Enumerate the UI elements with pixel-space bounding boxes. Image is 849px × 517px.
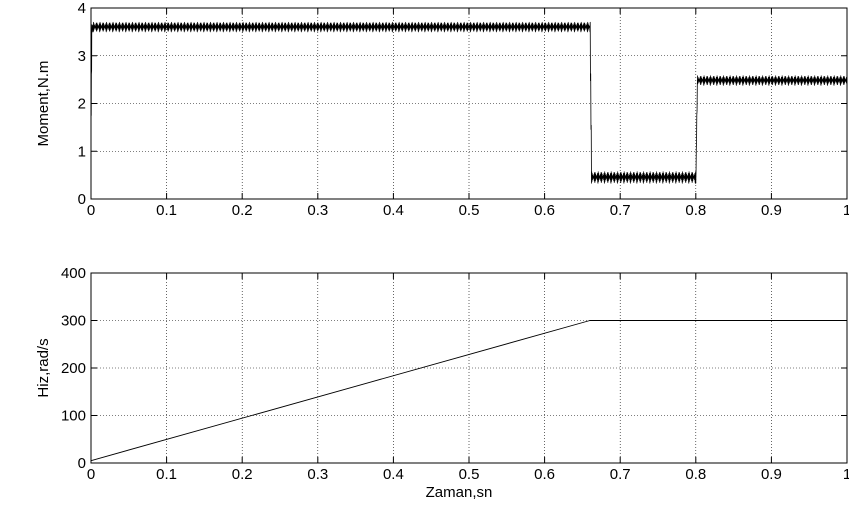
x-tick-label: 0.2 <box>232 202 253 219</box>
y-tick-label: 4 <box>78 0 86 17</box>
x-tick-label: 0 <box>87 466 95 483</box>
x-tick-label: 0.9 <box>761 466 782 483</box>
y-tick-label: 200 <box>61 360 86 377</box>
y-tick-label: 0 <box>78 455 86 472</box>
y-axis-label: Moment,N.m <box>35 61 52 147</box>
moment-plot: 0 0.1 0.2 0.3 0.4 0.5 0.6 0.7 0.8 0.9 1 0 1 2 3 4 Moment… <box>35 0 849 219</box>
x-tick-label: 0.4 <box>383 466 404 483</box>
y-tick-label: 3 <box>78 48 86 65</box>
x-tick-label: 0.6 <box>534 466 555 483</box>
x-tick-label: 0.3 <box>307 466 328 483</box>
x-tick-label: 0.5 <box>459 466 480 483</box>
x-tick-label: 0.6 <box>534 202 555 219</box>
x-tick-label: 1 <box>843 202 849 219</box>
x-tick-label: 0.7 <box>610 202 631 219</box>
y-tick-label: 400 <box>61 265 86 282</box>
x-tick-label: 0.1 <box>156 202 177 219</box>
x-tick-label: 0.4 <box>383 202 404 219</box>
y-tick-label: 300 <box>61 313 86 330</box>
series-line-0 <box>90 21 848 184</box>
x-tick-label: 0.1 <box>156 466 177 483</box>
speed-plot: 0 0.1 0.2 0.3 0.4 0.5 0.6 0.7 0.8 0.9 1 0 100 200 300 4… <box>35 265 849 501</box>
x-tick-label: 0.9 <box>761 202 782 219</box>
y-tick-label: 1 <box>78 143 86 160</box>
axes-box <box>90 272 848 464</box>
x-tick-label: 1 <box>843 466 849 483</box>
y-axis-label: Hiz,rad/s <box>35 338 52 397</box>
axes-box <box>90 7 848 200</box>
series-line-0 <box>90 320 847 462</box>
x-tick-label: 0.3 <box>307 202 328 219</box>
x-tick-label: 0.5 <box>459 202 480 219</box>
y-tick-label: 0 <box>78 191 86 208</box>
x-tick-label: 0.2 <box>232 466 253 483</box>
y-tick-label: 2 <box>78 96 86 113</box>
x-tick-label: 0.8 <box>685 202 706 219</box>
x-axis-label: Zaman,sn <box>426 484 493 501</box>
y-tick-label: 100 <box>61 408 86 425</box>
x-tick-label: 0.8 <box>685 466 706 483</box>
x-tick-label: 0 <box>87 202 95 219</box>
x-tick-label: 0.7 <box>610 466 631 483</box>
